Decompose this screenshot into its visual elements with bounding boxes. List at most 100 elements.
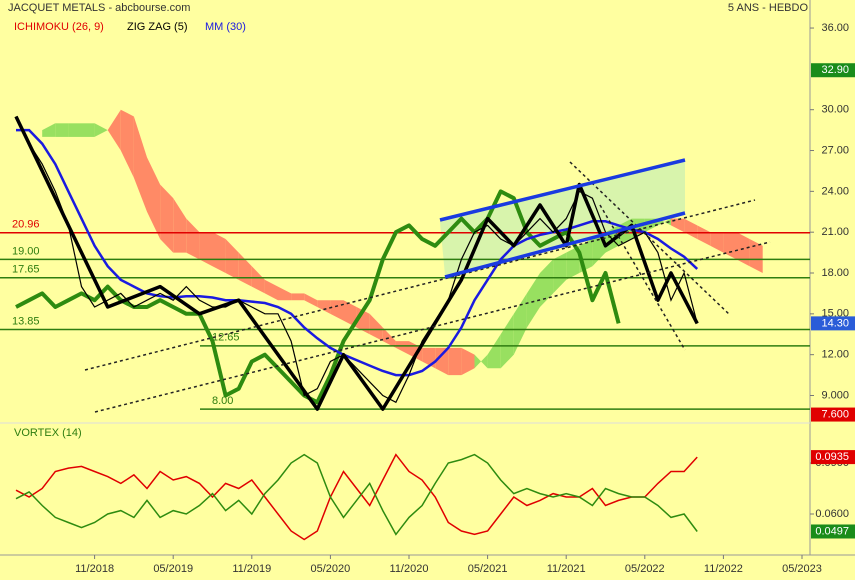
channel-line [444,211,686,279]
value-marker [811,407,855,422]
cloud-segment [186,218,200,260]
level-label: 13.85 [12,315,40,327]
level-label: 19.00 [12,245,40,257]
cloud-segment [671,218,685,233]
x-tick-label: 05/2021 [468,563,508,575]
legend-entry: ICHIMOKU (26, 9) [14,21,104,33]
x-tick-label: 11/2021 [547,563,586,575]
cloud-segment [330,300,344,321]
value-marker-label: 32.90 [821,64,849,76]
level-label: 8.00 [212,395,233,407]
trend-line [94,241,771,413]
cloud-segment [566,245,580,280]
y-tick-label: 0.0600 [815,508,849,520]
cloud-segment [710,232,724,253]
cloud-segment [448,347,462,376]
cloud-segment [723,232,737,260]
cloud-segment [199,232,213,267]
cloud-segment [369,313,383,342]
x-tick-label: 11/2022 [704,563,743,575]
channel-line [439,158,686,222]
cloud-segment [133,116,147,212]
y-tick-label: 30.00 [821,104,849,116]
x-tick-label: 05/2020 [311,563,351,575]
cloud-segment [343,300,357,328]
cloud-segment [94,123,108,137]
cloud-segment [107,109,121,151]
cloud-segment [251,266,265,294]
level-label: 12.65 [212,332,240,344]
cloud-segment [264,279,278,301]
y-tick-label: 36.00 [821,22,849,34]
x-tick-label: 11/2020 [390,563,429,575]
cloud-segment [212,232,226,274]
cloud-segment [553,252,567,294]
panel-title: VORTEX (14) [14,427,82,439]
x-tick-label: 05/2023 [782,563,822,575]
cloud-segment [474,354,488,369]
indicator-line [15,453,698,541]
cloud-segment [55,123,69,137]
y-tick-label: 9.000 [821,389,849,401]
cloud-segment [526,273,540,328]
indicator-line [15,453,698,536]
value-marker-label: 0.0935 [815,451,849,463]
cloud-segment [304,293,318,308]
trend-lines [440,160,685,275]
plot: 20.96 19.00 17.65 13.85 12.65 8.00 [0,109,810,541]
cloud-segment [173,198,187,253]
trend-lines-top [84,158,771,413]
cloud-segment [68,123,82,137]
level-label: 20.96 [12,219,40,231]
value-marker-label: 7.600 [821,408,849,420]
chart-title: JACQUET METALS - abcbourse.com [8,2,190,14]
value-marker [811,524,855,539]
chart-subtitle: 5 ANS - HEBDO [728,2,809,14]
cloud-segment [278,286,292,301]
value-marker-label: 0.0497 [815,525,849,537]
cloud-segment [382,327,396,348]
trend-line [84,199,756,371]
legend-entry: MM (30) [205,21,246,33]
zigzag-line [14,115,699,411]
cloud-segment [42,123,56,137]
cloud-segment [487,334,501,369]
cloud-segment [697,225,711,246]
cloud-segment [657,218,671,226]
trend-line [569,161,731,316]
cloud-segment [147,157,161,239]
y-tick-label: 12.00 [821,349,849,361]
channel-fill [440,160,685,275]
y-tick-label: 24.00 [821,185,849,197]
y-tick-label: 21.00 [821,226,849,238]
x-tick-label: 11/2018 [75,563,114,575]
y-tick-label: 27.00 [821,144,849,156]
cloud-segment [684,218,698,239]
cloud-segment [81,123,95,137]
x-tick-label: 05/2019 [153,563,193,575]
cloud-segment [291,293,305,301]
level-label: 17.65 [12,264,40,276]
cloud-segment [540,259,554,308]
x-tick-label: 05/2022 [625,563,665,575]
cloud-segment [120,109,134,178]
value-marker [811,450,855,465]
x-tick-label: 11/2019 [232,563,271,575]
cloud-segment [435,347,449,376]
legend-entry: ZIG ZAG (5) [127,21,188,33]
cloud-segment [395,341,409,355]
cloud-segment [160,184,174,253]
cloud-segment [513,293,527,355]
value-marker [811,63,855,78]
value-marker-label: 14.30 [821,317,849,329]
cloud-segment [461,347,475,376]
moving-average [16,128,699,377]
cloud-segment [749,238,763,274]
y-tick-label: 18.00 [821,267,849,279]
trend-line [599,204,686,351]
cloud-segment [500,313,514,369]
value-marker [811,316,855,331]
cloud-segment [317,300,331,314]
